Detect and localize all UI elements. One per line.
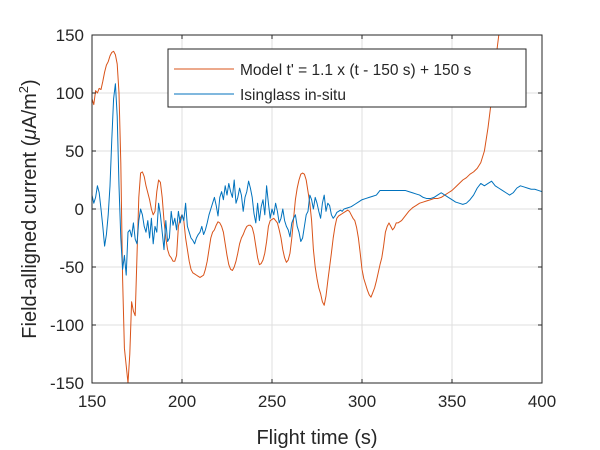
y-axis-label-close: ) — [19, 79, 41, 86]
x-tick-label: 200 — [168, 392, 196, 411]
series-group — [92, 35, 542, 383]
y-axis-label-main: Field-alligned current ( — [19, 139, 41, 338]
y-axis-label: Field-alligned current (μA/m2) — [16, 79, 41, 338]
y-tick-label: 0 — [75, 200, 84, 219]
legend-box — [167, 48, 527, 108]
x-tick-label: 300 — [348, 392, 376, 411]
y-tick-label: 100 — [56, 84, 84, 103]
y-tick-label: 50 — [65, 142, 84, 161]
series-line-model — [92, 35, 500, 383]
y-axis-label-superscript: 2 — [16, 86, 31, 93]
x-axis-label: Flight time (s) — [256, 427, 377, 449]
y-tick-label: 150 — [56, 26, 84, 45]
y-axis-label-mu: μ — [19, 129, 41, 141]
x-tick-label: 350 — [438, 392, 466, 411]
x-tick-label: 150 — [78, 392, 106, 411]
axis-ticks — [91, 34, 543, 384]
tick-labels: 150 200 250 300 350 400 150 100 50 0 -50 -100 -150 — [50, 26, 556, 411]
x-tick-label: 400 — [528, 392, 556, 411]
legend-label-model: Model t' = 1.1 x (t - 150 s) + 150 s — [240, 62, 472, 79]
y-tick-label: -50 — [59, 258, 84, 277]
y-axis-label-unit: A/m — [19, 93, 41, 129]
y-tick-label: -150 — [50, 374, 84, 393]
y-tick-label: -100 — [50, 316, 84, 335]
series-line-isinglass — [92, 83, 542, 276]
legend-label-isinglass: Isinglass in-situ — [240, 87, 346, 104]
legend: Model t' = 1.1 x (t - 150 s) + 150 s Isi… — [167, 48, 527, 108]
x-tick-label: 250 — [258, 392, 286, 411]
